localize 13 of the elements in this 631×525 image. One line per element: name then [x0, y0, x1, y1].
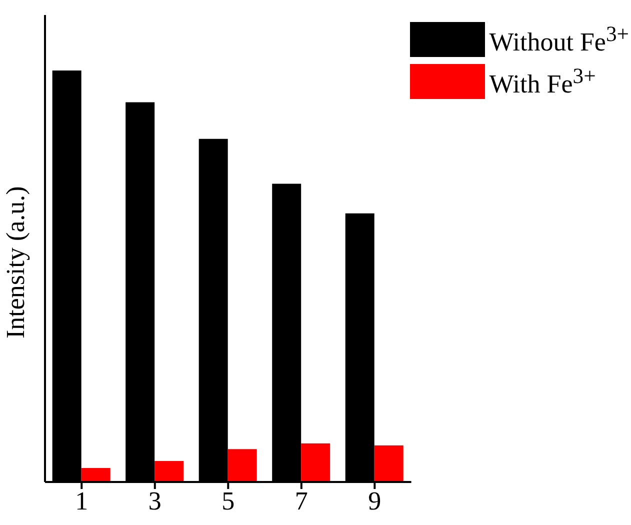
bar [301, 443, 330, 482]
legend-label: Without Fe$^{3+}$ [489, 22, 629, 58]
bar [228, 449, 257, 482]
bar [374, 445, 404, 482]
bar [81, 468, 110, 482]
x-tick-label: 7 [294, 486, 308, 516]
x-tick-label: 9 [368, 486, 382, 516]
x-tick-label: 3 [148, 486, 162, 516]
x-tick-label: 1 [75, 486, 88, 516]
bar [154, 461, 184, 482]
y-axis-title: Intensity (a.u.) [1, 186, 30, 338]
x-tick-label: 5 [222, 486, 235, 516]
legend-label: With Fe$^{3+}$ [489, 64, 596, 100]
